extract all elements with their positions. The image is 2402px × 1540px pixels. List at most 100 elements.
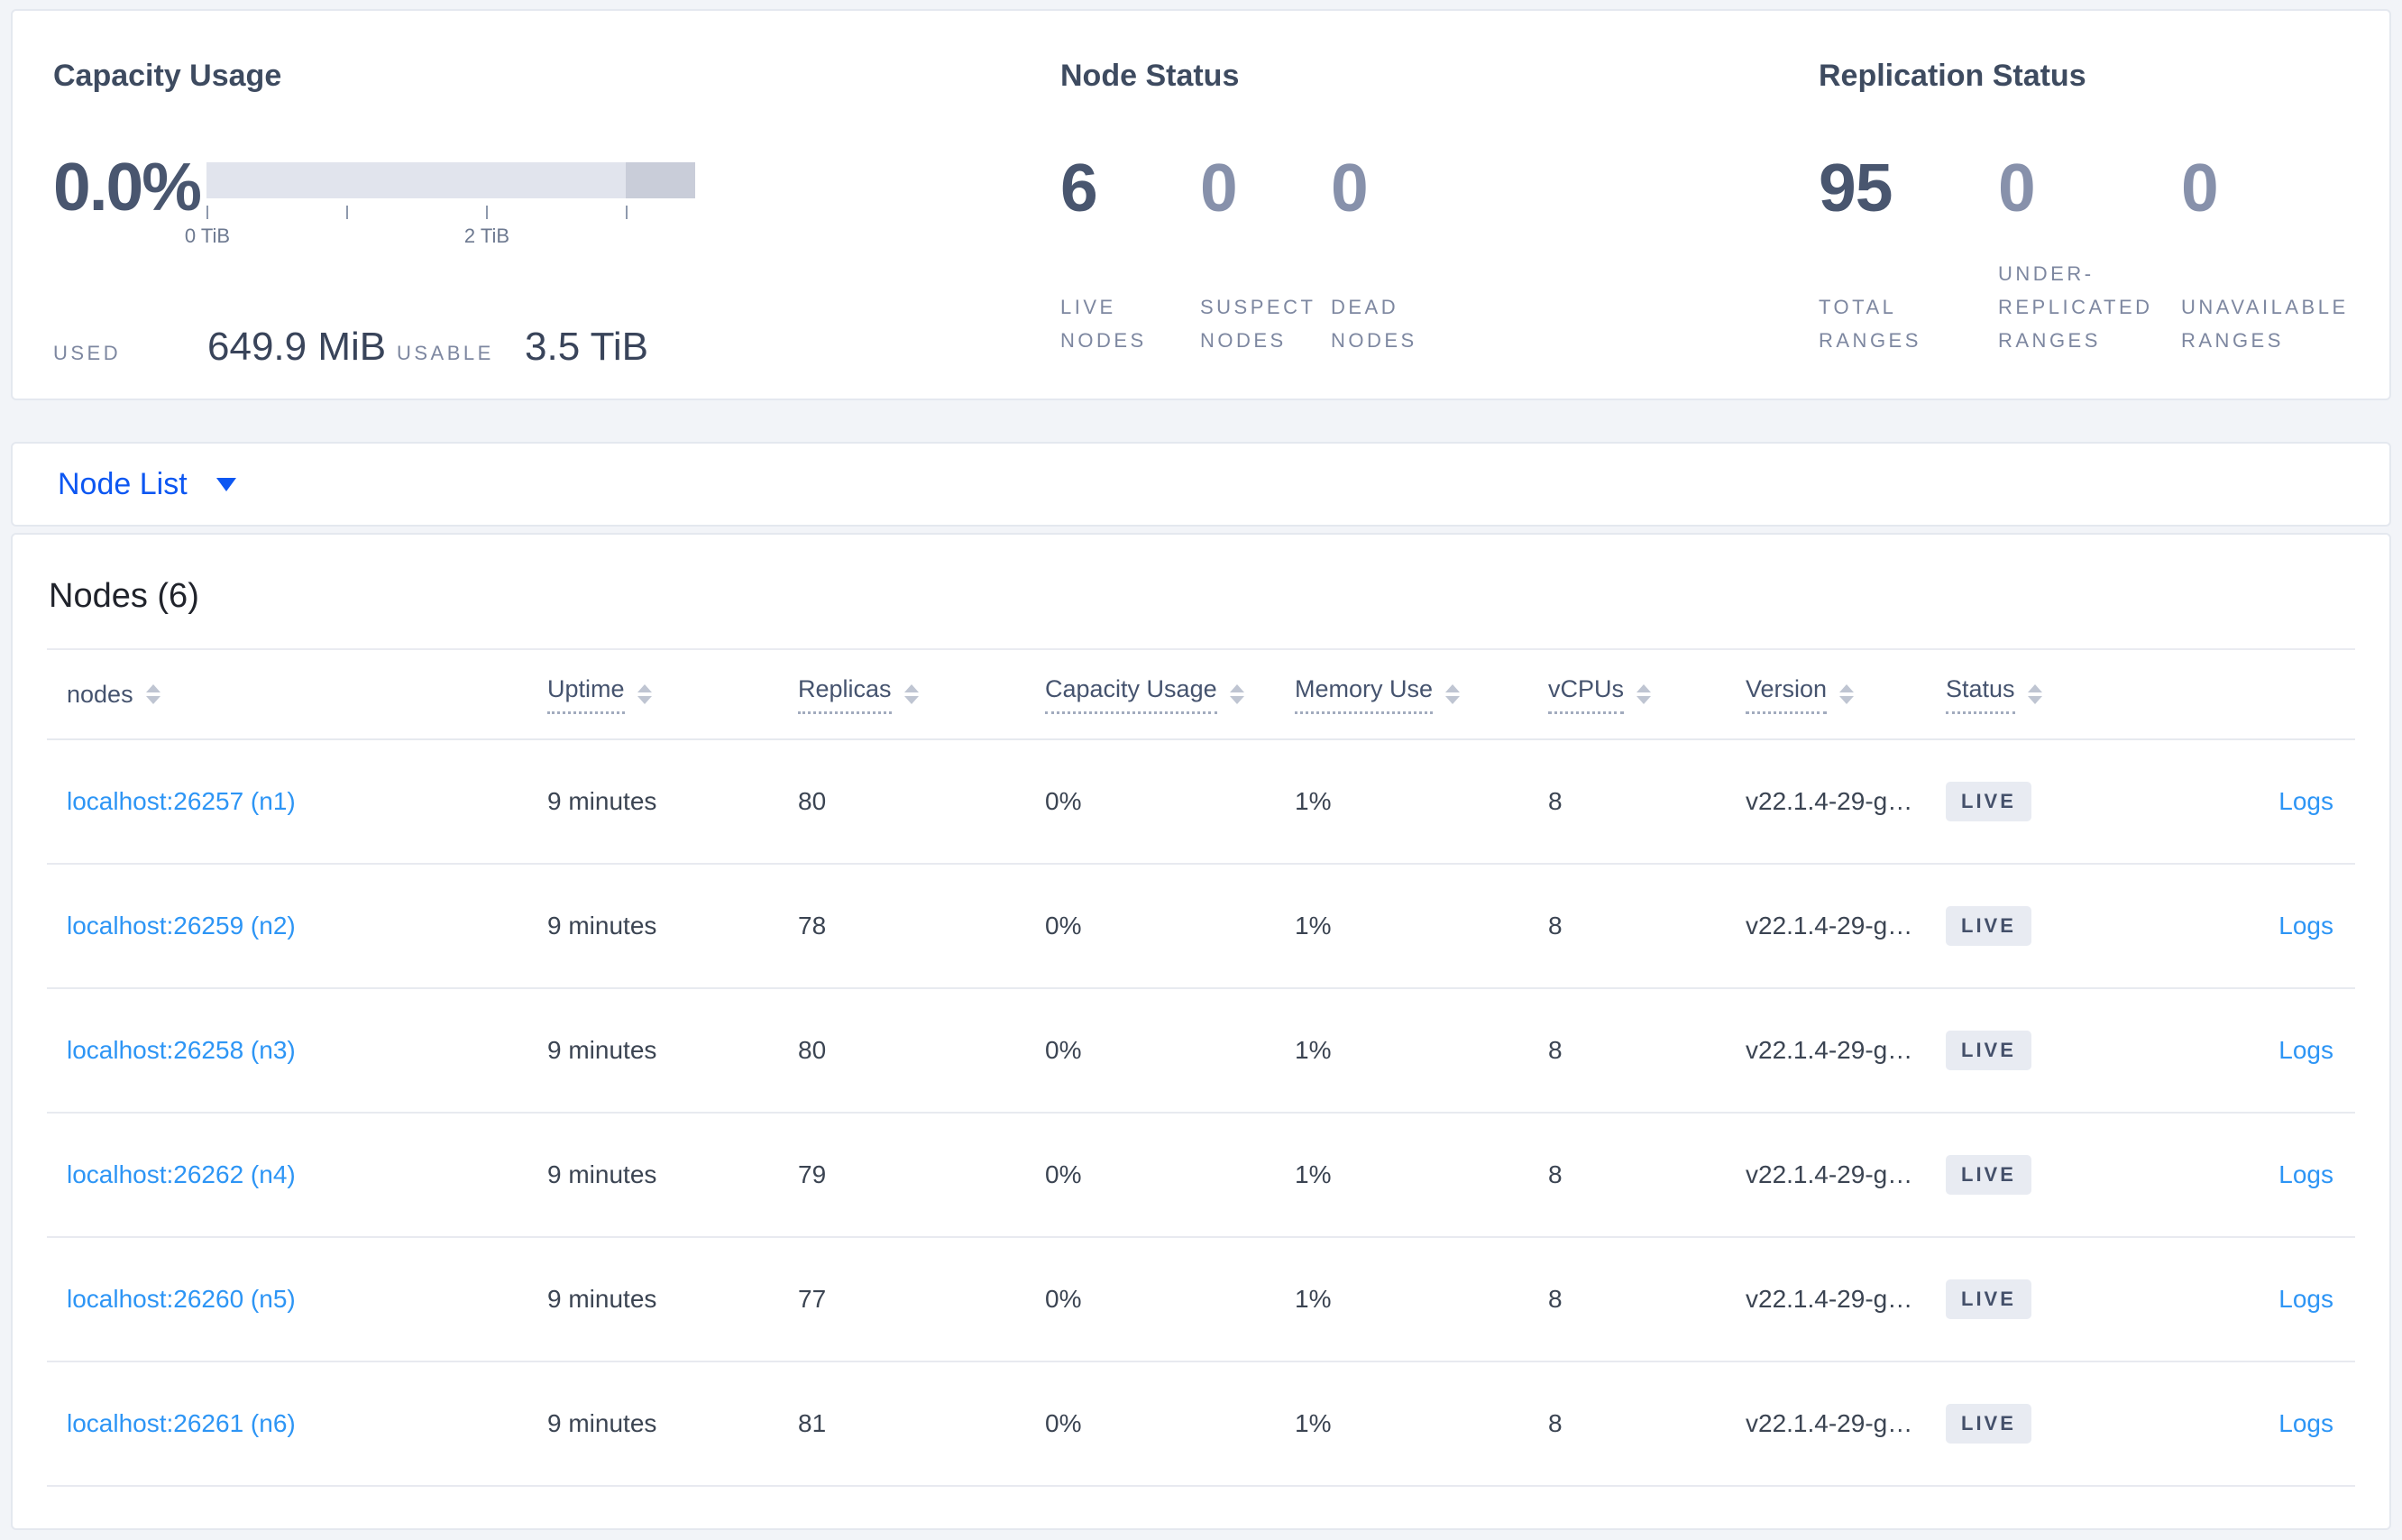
version-cell: v22.1.4-29-g… <box>1746 912 1913 940</box>
column-header-capacity-usage[interactable]: Capacity Usage <box>1045 650 1295 738</box>
logs-cell: Logs <box>2162 1114 2355 1236</box>
status-badge: LIVE <box>1946 1155 2031 1195</box>
memory-use-cell: 1% <box>1295 1036 1332 1064</box>
column-header-version[interactable]: Version <box>1746 650 1946 738</box>
sort-down-icon <box>1839 696 1855 704</box>
version-cell: v22.1.4-29-g… <box>1746 1285 1913 1313</box>
axis-label-2tib: 2 TiB <box>463 225 510 247</box>
nodes-heading: Nodes (6) <box>49 577 199 615</box>
used-value: 649.9 MiB <box>207 325 387 369</box>
sort-icon[interactable] <box>1229 684 1244 704</box>
version-cell: v22.1.4-29-g… <box>1746 1036 1913 1064</box>
column-header-vcpus[interactable]: vCPUs <box>1548 650 1746 738</box>
suspect-nodes-label: SUSPECT NODES <box>1200 296 1316 352</box>
version-cell: v22.1.4-29-g… <box>1746 1160 1913 1188</box>
sort-down-icon <box>2027 696 2042 704</box>
sort-icon[interactable] <box>145 684 160 704</box>
sort-icon[interactable] <box>1839 684 1855 704</box>
unavailable-ranges-stat: 0 UNAVAILABLE RANGES <box>2181 154 2402 357</box>
unavailable-ranges-label: UNAVAILABLE RANGES <box>2181 296 2349 352</box>
vcpus-cell: 8 <box>1548 1409 1563 1437</box>
node-link[interactable]: localhost:26257 (n1) <box>67 787 296 815</box>
replicas-cell: 79 <box>798 1160 827 1188</box>
table-body: localhost:26257 (n1) 9 minutes 80 0% 1% … <box>47 740 2355 1487</box>
replication-status-title: Replication Status <box>1819 59 2086 93</box>
capacity-usage-cell: 0% <box>1045 1409 1082 1437</box>
column-header-nodes[interactable]: nodes <box>47 650 547 738</box>
memory-use-cell: 1% <box>1295 787 1332 815</box>
status-badge: LIVE <box>1946 906 2031 946</box>
logs-cell: Logs <box>2162 1238 2355 1361</box>
logs-link[interactable]: Logs <box>2278 912 2333 940</box>
node-link[interactable]: localhost:26261 (n6) <box>67 1409 296 1437</box>
node-link[interactable]: localhost:26259 (n2) <box>67 912 296 940</box>
memory-use-cell: 1% <box>1295 1409 1332 1437</box>
version-cell: v22.1.4-29-g… <box>1746 787 1913 815</box>
logs-link[interactable]: Logs <box>2278 1285 2333 1313</box>
sort-icon[interactable] <box>1445 684 1461 704</box>
memory-use-cell: 1% <box>1295 1160 1332 1188</box>
capacity-usage-cell: 0% <box>1045 1160 1082 1188</box>
replicas-cell: 80 <box>798 1036 827 1064</box>
uptime-cell: 9 minutes <box>547 1036 657 1064</box>
status-cell: LIVE <box>1946 989 2162 1112</box>
logs-cell: Logs <box>2162 989 2355 1112</box>
node-link[interactable]: localhost:26262 (n4) <box>67 1160 296 1188</box>
sort-icon[interactable] <box>1636 684 1652 704</box>
vcpus-cell: 8 <box>1548 912 1563 940</box>
table-row: localhost:26260 (n5) 9 minutes 77 0% 1% … <box>47 1238 2355 1362</box>
column-header-replicas[interactable]: Replicas <box>798 650 1045 738</box>
status-cell: LIVE <box>1946 740 2162 863</box>
status-badge: LIVE <box>1946 1031 2031 1070</box>
sort-up-icon <box>1445 684 1461 692</box>
node-cell: localhost:26258 (n3) <box>47 989 547 1112</box>
node-cell: localhost:26260 (n5) <box>47 1238 547 1361</box>
column-header-status[interactable]: Status <box>1946 650 2162 738</box>
logs-link[interactable]: Logs <box>2278 1036 2333 1064</box>
sort-up-icon <box>145 684 160 692</box>
live-nodes-label: LIVE NODES <box>1060 296 1147 352</box>
replicas-cell: 81 <box>798 1409 827 1437</box>
axis-tick <box>486 206 488 219</box>
capacity-usage-cell: 0% <box>1045 787 1082 815</box>
status-cell: LIVE <box>1946 1114 2162 1236</box>
table-header-row: nodes Uptime Replicas Capacity Usage Mem… <box>47 650 2355 740</box>
total-ranges-label: TOTAL RANGES <box>1819 296 1921 352</box>
node-cell: localhost:26259 (n2) <box>47 865 547 987</box>
sort-up-icon <box>1636 684 1652 692</box>
uptime-cell: 9 minutes <box>547 1160 657 1188</box>
total-ranges-count: 95 <box>1819 150 1893 225</box>
under-replicated-ranges-count: 0 <box>1998 150 2036 225</box>
sort-down-icon <box>1229 696 1244 704</box>
column-header-uptime[interactable]: Uptime <box>547 650 798 738</box>
table-row: localhost:26257 (n1) 9 minutes 80 0% 1% … <box>47 740 2355 865</box>
column-header-memory-use[interactable]: Memory Use <box>1295 650 1548 738</box>
axis-label-0tib: 0 TiB <box>184 225 231 247</box>
logs-link[interactable]: Logs <box>2278 1160 2333 1188</box>
suspect-nodes-stat: 0 SUSPECT NODES <box>1200 154 1331 357</box>
axis-tick <box>626 206 628 219</box>
node-cell: localhost:26261 (n6) <box>47 1362 547 1485</box>
dead-nodes-count: 0 <box>1331 150 1369 225</box>
status-cell: LIVE <box>1946 1362 2162 1485</box>
capacity-usage-cell: 0% <box>1045 1036 1082 1064</box>
status-cell: LIVE <box>1946 1238 2162 1361</box>
capacity-usage-cell: 0% <box>1045 1285 1082 1313</box>
node-link[interactable]: localhost:26260 (n5) <box>67 1285 296 1313</box>
sort-icon[interactable] <box>637 684 652 704</box>
logs-link[interactable]: Logs <box>2278 1409 2333 1437</box>
table-row: localhost:26262 (n4) 9 minutes 79 0% 1% … <box>47 1114 2355 1238</box>
vcpus-cell: 8 <box>1548 1036 1563 1064</box>
usable-value: 3.5 TiB <box>525 325 648 369</box>
capacity-usage-title: Capacity Usage <box>53 59 282 93</box>
heading-divider <box>47 648 2355 650</box>
sort-icon[interactable] <box>2027 684 2042 704</box>
sort-icon[interactable] <box>903 684 919 704</box>
view-selector-bar: Node List <box>11 442 2391 527</box>
logs-cell: Logs <box>2162 865 2355 987</box>
node-link[interactable]: localhost:26258 (n3) <box>67 1036 296 1064</box>
caret-down-icon <box>215 477 236 491</box>
node-list-dropdown[interactable]: Node List <box>58 467 236 502</box>
logs-link[interactable]: Logs <box>2278 787 2333 815</box>
total-ranges-stat: 95 TOTAL RANGES <box>1819 150 1998 357</box>
